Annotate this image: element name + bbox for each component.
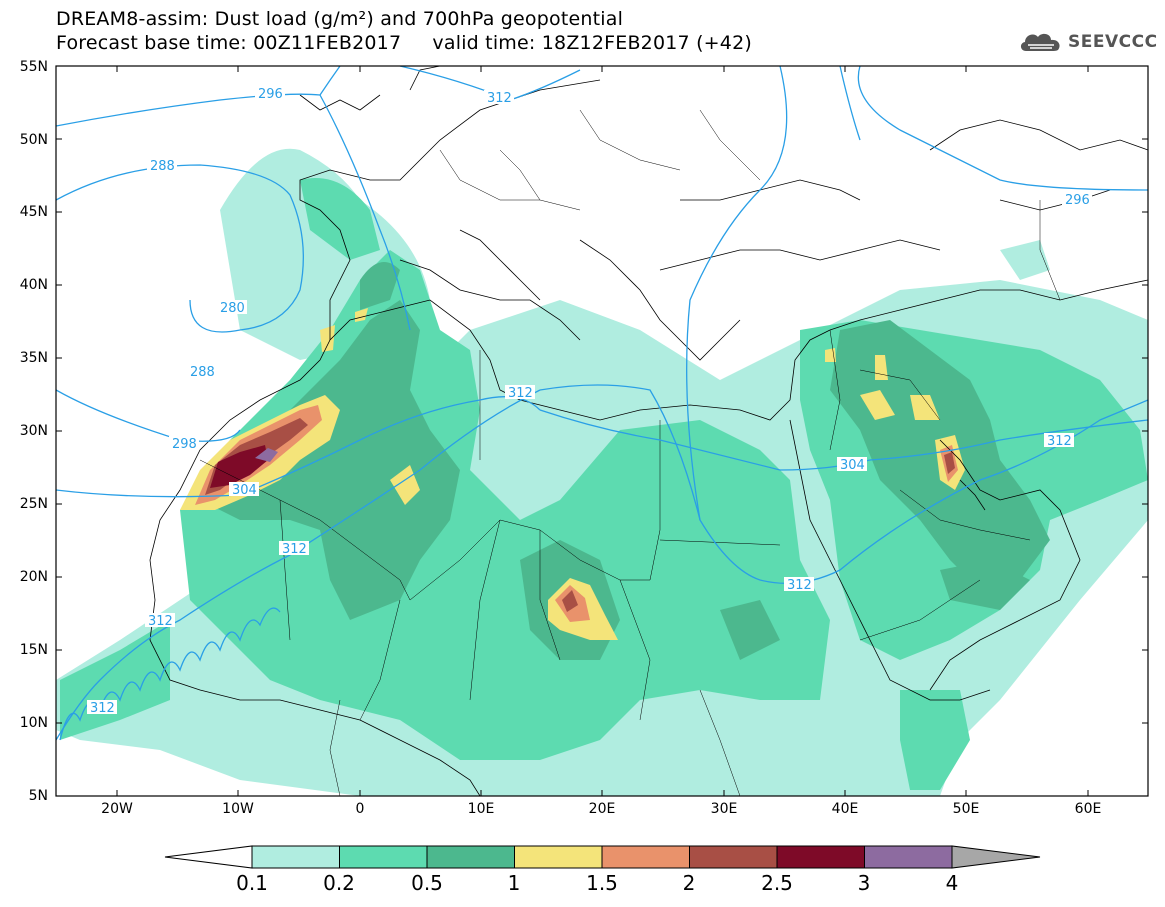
latitude-labels: 55N 50N 45N 40N 35N 30N 25N 20N 15N 10N … xyxy=(20,59,48,804)
contour-label: 312 xyxy=(90,701,115,716)
cloud-icon xyxy=(1020,33,1060,51)
colorbar-tick: 3 xyxy=(858,871,871,895)
lat-label: 25N xyxy=(20,496,48,512)
colorbar-tick: 1 xyxy=(508,871,521,895)
contour-label: 280 xyxy=(220,301,245,316)
lon-label: 10E xyxy=(468,801,495,817)
colorbar-boxes xyxy=(251,845,953,869)
colorbar-box xyxy=(514,845,603,869)
contour-label: 296 xyxy=(258,87,283,102)
seevccc-logo: SEEVCCC xyxy=(1018,28,1158,56)
lon-label: 0 xyxy=(356,801,365,817)
colorbar-tick: 2.5 xyxy=(761,871,793,895)
colorbar-box xyxy=(601,845,690,869)
contour-label: 296 xyxy=(1065,193,1090,208)
contour-labels: 296 312 288 280 288 298 304 312 312 312 … xyxy=(87,86,1092,716)
lat-label: 20N xyxy=(20,569,48,585)
contour-label: 312 xyxy=(487,91,512,106)
colorbar: 0.1 0.2 0.5 1 1.5 2 2.5 3 4 xyxy=(164,845,1041,895)
colorbar-tick-labels: 0.1 0.2 0.5 1 1.5 2 2.5 3 4 xyxy=(236,871,958,895)
colorbar-under-arrow xyxy=(164,845,253,869)
colorbar-tick: 0.2 xyxy=(323,871,355,895)
longitude-ticks xyxy=(116,66,1089,796)
contour-label: 312 xyxy=(1047,434,1072,449)
lon-label: 20E xyxy=(589,801,616,817)
contour-label: 288 xyxy=(190,365,215,380)
lon-label: 60E xyxy=(1075,801,1102,817)
lon-label: 10W xyxy=(222,801,254,817)
logo-text: SEEVCCC xyxy=(1068,32,1158,52)
lat-label: 30N xyxy=(20,423,48,439)
contour-label: 304 xyxy=(840,458,865,473)
contour-label: 312 xyxy=(787,578,812,593)
contour-label: 312 xyxy=(148,614,173,629)
colorbar-over-arrow xyxy=(951,845,1041,869)
colorbar-box xyxy=(339,845,428,869)
colorbar-tick: 1.5 xyxy=(586,871,618,895)
lat-label: 35N xyxy=(20,350,48,366)
dust-level-0-5 xyxy=(200,262,1050,660)
colorbar-tick: 0.5 xyxy=(411,871,443,895)
lat-label: 40N xyxy=(20,277,48,293)
contour-label: 312 xyxy=(282,542,307,557)
lat-label: 55N xyxy=(20,59,48,75)
lat-label: 45N xyxy=(20,204,48,220)
colorbar-tick: 4 xyxy=(946,871,959,895)
map-subtitle: Forecast base time: 00Z11FEB2017 valid t… xyxy=(56,32,752,54)
colorbar-box xyxy=(426,845,515,869)
dust-level-3 xyxy=(210,445,268,488)
contour-label: 298 xyxy=(172,437,197,452)
contour-label: 312 xyxy=(508,386,533,401)
lat-label: 10N xyxy=(20,715,48,731)
lat-label: 15N xyxy=(20,642,48,658)
latitude-ticks xyxy=(56,65,1148,797)
colorbar-tick: 2 xyxy=(683,871,696,895)
map-title: DREAM8-assim: Dust load (g/m²) and 700hP… xyxy=(56,8,624,30)
dust-field xyxy=(56,66,1148,796)
contour-label: 304 xyxy=(232,483,257,498)
dust-level-4 xyxy=(255,448,278,462)
lon-label: 50E xyxy=(953,801,980,817)
colorbar-box xyxy=(864,845,953,869)
lon-label: 40E xyxy=(832,801,859,817)
colorbar-tick: 0.1 xyxy=(236,871,268,895)
longitude-labels: 20W 10W 0 10E 20E 30E 40E 50E 60E xyxy=(101,801,1101,817)
colorbar-box xyxy=(776,845,865,869)
lat-label: 50N xyxy=(20,132,48,148)
lat-label: 5N xyxy=(29,788,48,804)
colorbar-box xyxy=(251,845,340,869)
lon-label: 20W xyxy=(101,801,133,817)
colorbar-box xyxy=(689,845,778,869)
contour-label: 288 xyxy=(150,159,175,174)
lon-label: 30E xyxy=(711,801,738,817)
coastlines xyxy=(149,66,1148,796)
